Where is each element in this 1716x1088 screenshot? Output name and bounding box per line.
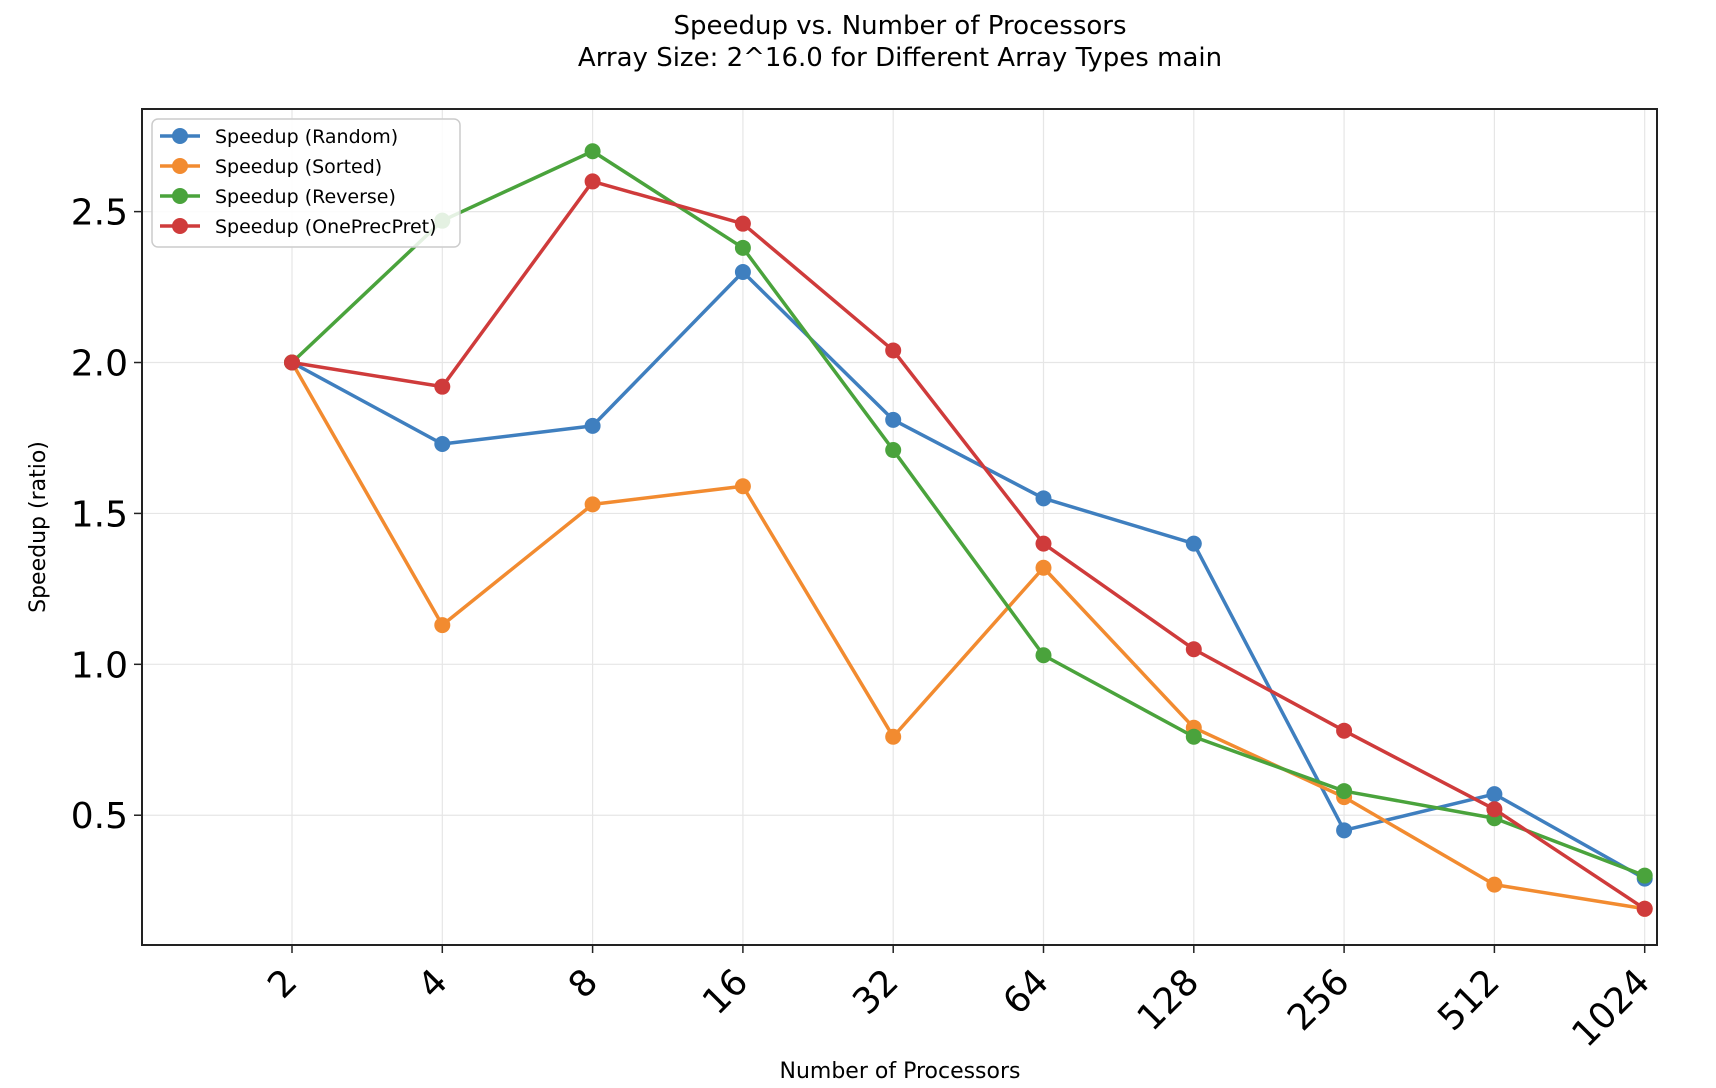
data-point: [1035, 535, 1052, 552]
data-point: [1185, 641, 1202, 658]
data-point: [1486, 786, 1503, 803]
y-tick-label: 0.5: [71, 796, 128, 837]
x-tick-label: 64: [996, 961, 1057, 1022]
data-point: [734, 239, 751, 256]
data-point: [1185, 728, 1202, 745]
data-point: [885, 411, 902, 428]
data-point: [1185, 535, 1202, 552]
x-tick-label: 4: [411, 961, 456, 1006]
data-point: [734, 215, 751, 232]
legend-entry: Speedup (OnePrecPret): [160, 216, 437, 238]
data-point: [1486, 876, 1503, 893]
legend-label: Speedup (Sorted): [215, 156, 382, 178]
data-point: [1636, 900, 1653, 917]
data-point: [1336, 822, 1353, 839]
x-tick-label: 256: [1280, 961, 1358, 1039]
y-axis-ticks: 0.5 1.0 1.5 2.0 2.5: [71, 193, 142, 837]
legend-marker: [172, 128, 188, 144]
y-axis-label: Speedup (ratio): [26, 441, 51, 613]
series-line: [290, 149, 1646, 878]
legend-marker: [172, 188, 188, 204]
legend-label: Speedup (Reverse): [215, 186, 396, 208]
data-point: [1336, 722, 1353, 739]
series-line: [291, 270, 1646, 881]
series-0: [284, 263, 1653, 887]
legend-entry: Speedup (Reverse): [160, 186, 396, 208]
data-point: [885, 342, 902, 359]
x-tick-label: 128: [1130, 961, 1208, 1039]
chart-subtitle: Array Size: 2^16.0 for Different Array T…: [578, 43, 1222, 73]
data-point: [1486, 801, 1503, 818]
data-point: [284, 354, 300, 371]
legend-marker: [172, 158, 188, 174]
data-point: [885, 728, 902, 745]
data-point: [434, 436, 451, 453]
data-point: [734, 478, 751, 495]
data-point: [434, 378, 451, 395]
x-tick-label: 32: [845, 961, 906, 1022]
plot-frame: [141, 108, 1658, 946]
x-tick-label: 2: [260, 961, 305, 1006]
y-tick-label: 2.5: [71, 193, 128, 234]
data-point: [1035, 647, 1052, 664]
data-point: [885, 442, 902, 459]
legend-frame: [151, 118, 461, 248]
series-line: [290, 361, 1645, 911]
y-tick-label: 1.0: [71, 645, 128, 686]
x-tick-label: 512: [1430, 961, 1508, 1039]
legend-label: Speedup (Random): [215, 126, 398, 148]
data-point: [734, 263, 751, 280]
x-axis-label: Number of Processors: [780, 1059, 1021, 1084]
x-tick-label: 16: [695, 961, 756, 1022]
series-layer: [284, 143, 1653, 917]
legend-entry: Speedup (Sorted): [160, 156, 382, 178]
x-tick-label: 1024: [1564, 961, 1658, 1055]
y-tick-label: 2.0: [71, 344, 128, 385]
legend-entry: Speedup (Random): [160, 126, 398, 148]
y-tick-label: 1.5: [71, 494, 128, 535]
x-tick-label: 8: [561, 961, 606, 1006]
data-point: [1035, 559, 1052, 576]
legend-marker: [172, 218, 188, 234]
series-line: [291, 179, 1646, 911]
data-point: [1035, 490, 1052, 507]
data-point: [584, 173, 601, 190]
chart-title: Speedup vs. Number of Processors: [673, 11, 1126, 41]
data-point: [584, 143, 601, 160]
data-point: [434, 617, 451, 634]
legend: Speedup (Random) Speedup (Sorted) Speedup …: [151, 118, 461, 248]
data-point: [1336, 783, 1353, 800]
series-3: [284, 173, 1653, 917]
data-point: [1636, 867, 1653, 884]
data-point: [584, 417, 601, 434]
x-axis-ticks: 2 4 8 16 32 64 128 256 512 1024: [260, 945, 1658, 1055]
legend-label: Speedup (OnePrecPret): [215, 216, 437, 238]
data-point: [584, 496, 601, 513]
